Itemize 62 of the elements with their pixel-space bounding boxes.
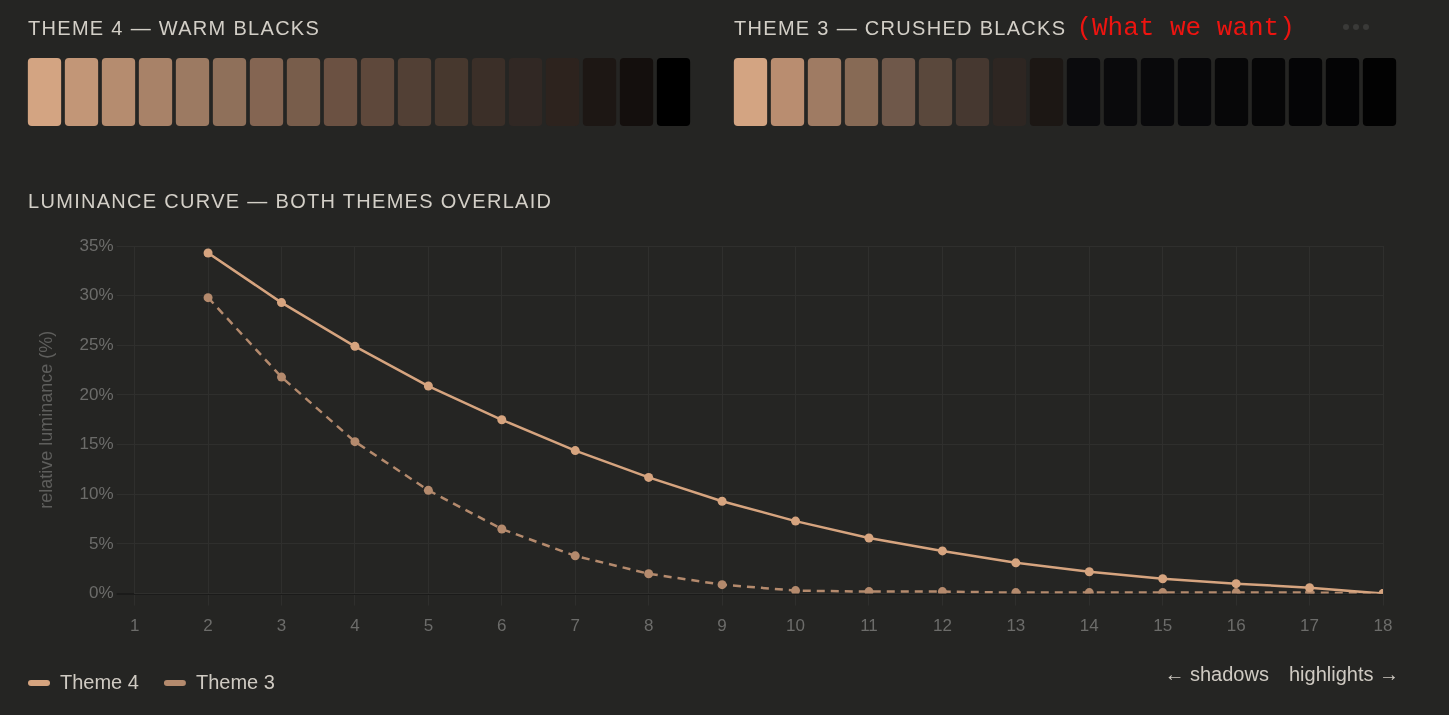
x-tick-label: 9 — [717, 616, 727, 636]
x-tick-label: 15 — [1153, 616, 1173, 636]
point — [423, 485, 433, 495]
y-tick-label: 20% — [79, 384, 114, 404]
y-tick-label: 0% — [89, 583, 114, 603]
x-tick-label: 3 — [276, 616, 287, 636]
x-tick-label: 2 — [203, 616, 213, 636]
y-axis-title: relative luminance (%) — [35, 330, 56, 509]
x-tick-label: 1 — [129, 616, 140, 636]
x-tick-label: 12 — [932, 616, 952, 636]
point — [864, 533, 874, 543]
point — [497, 524, 507, 534]
x-tick-label: 5 — [423, 616, 434, 636]
point — [570, 446, 580, 456]
point — [791, 516, 801, 526]
text: (What we want) — [1076, 13, 1295, 43]
point — [1158, 574, 1168, 584]
point — [1305, 583, 1315, 593]
x-tick-label: 17 — [1300, 616, 1320, 636]
x-tick-label: 8 — [643, 616, 654, 636]
text: ← shadows — [1164, 663, 1269, 686]
x-tick-label: 13 — [1006, 616, 1026, 636]
point — [791, 586, 801, 594]
x-tick-label: 14 — [1079, 616, 1099, 636]
x-tick-label: 4 — [350, 616, 360, 636]
y-tick-label: 15% — [79, 434, 114, 454]
point — [717, 496, 727, 506]
x-tick-label: 18 — [1373, 616, 1393, 636]
chart-title: THEME 4 — WARM BLACKS — [28, 16, 321, 40]
point — [864, 587, 874, 594]
y-tick-label: 5% — [89, 533, 114, 553]
x-tick-label: 11 — [860, 616, 878, 636]
chart-title: THEME 3 — CRUSHED BLACKS — [734, 16, 1067, 40]
point — [1084, 567, 1094, 577]
chart-title: LUMINANCE CURVE — BOTH THEMES OVERLAID — [28, 189, 554, 214]
point — [276, 298, 286, 308]
legend-label: Theme 4 — [60, 670, 139, 693]
y-tick-label: 30% — [79, 285, 114, 305]
point — [1231, 579, 1241, 589]
point — [350, 341, 360, 351]
x-tick-label: 7 — [570, 616, 580, 636]
legend-label: Theme 3 — [195, 670, 275, 693]
point — [203, 248, 213, 258]
point — [423, 381, 433, 391]
point — [717, 580, 727, 590]
point — [276, 372, 286, 382]
point — [570, 551, 580, 561]
y-tick-label: 35% — [79, 235, 114, 255]
y-tick-label: 25% — [79, 335, 114, 354]
point — [497, 415, 507, 425]
point — [350, 437, 360, 447]
y-tick-label: 10% — [79, 483, 114, 503]
point — [644, 472, 654, 482]
x-tick-label: 16 — [1226, 616, 1246, 636]
text: highlights → — [1288, 663, 1399, 686]
x-tick-label: 10 — [786, 616, 805, 636]
point — [937, 587, 947, 594]
point — [937, 546, 947, 556]
point — [1011, 558, 1021, 568]
point — [203, 293, 213, 303]
point — [644, 569, 654, 579]
x-tick-label: 6 — [497, 616, 507, 636]
